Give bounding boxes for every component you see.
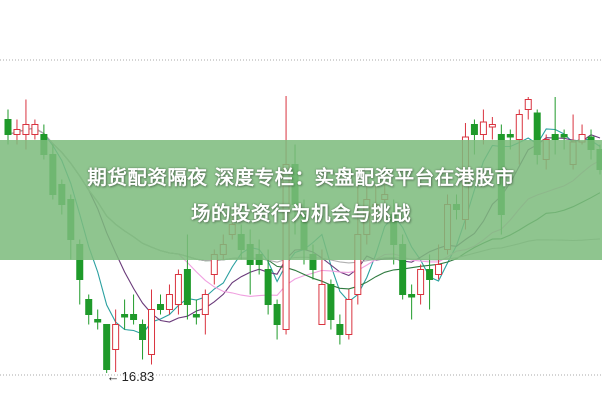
candle-body xyxy=(506,134,514,138)
candle xyxy=(192,299,200,325)
candle-body xyxy=(183,269,191,305)
candle-body xyxy=(264,269,272,305)
candle xyxy=(148,289,156,365)
candle xyxy=(4,109,12,145)
candle-body xyxy=(192,314,200,318)
candle-body xyxy=(174,274,182,305)
candle xyxy=(426,254,434,310)
candle-body xyxy=(139,324,147,340)
candle-body xyxy=(13,129,21,135)
title-banner xyxy=(0,140,602,260)
candle-body xyxy=(130,314,138,320)
candle-body xyxy=(435,264,443,275)
candle xyxy=(264,249,272,315)
candle xyxy=(112,309,120,372)
candle xyxy=(174,269,182,315)
candle xyxy=(121,299,129,330)
candle-body xyxy=(103,324,111,370)
candle xyxy=(524,97,532,120)
candle-body xyxy=(22,124,30,135)
candle-body xyxy=(408,294,416,298)
candle-body xyxy=(479,121,487,135)
candle-body xyxy=(318,284,326,325)
candle xyxy=(85,294,93,325)
candle-body xyxy=(85,299,93,315)
candle xyxy=(130,294,138,325)
candle xyxy=(201,289,209,335)
candle-body xyxy=(426,269,434,280)
candle xyxy=(408,284,416,320)
low-price-marker: ← 16.83 xyxy=(107,369,155,384)
candle-body xyxy=(112,324,120,350)
candle xyxy=(479,109,487,145)
candle xyxy=(417,264,425,305)
candle xyxy=(327,279,335,330)
candle xyxy=(139,319,147,360)
candle-body xyxy=(201,294,209,315)
candle xyxy=(336,314,344,345)
candle-body xyxy=(165,294,173,310)
candle-body xyxy=(273,304,281,325)
candle-body xyxy=(345,299,353,335)
candle-body xyxy=(94,319,102,323)
candle-body xyxy=(417,269,425,295)
candle-body xyxy=(156,304,164,310)
candle-body xyxy=(31,124,39,135)
candle xyxy=(156,294,164,315)
candle-body xyxy=(488,124,496,128)
candle-body xyxy=(148,309,156,355)
article-title[interactable]: 期货配资隔夜 深度专栏：实盘配资平台在港股市 场的投资行为机会与挑战 xyxy=(0,160,602,232)
title-line-2: 场的投资行为机会与挑战 xyxy=(190,202,411,225)
candle-body xyxy=(121,314,129,318)
candle xyxy=(273,299,281,340)
low-price-label: 16.83 xyxy=(122,369,155,384)
candle-body xyxy=(327,284,335,320)
candle-body xyxy=(560,134,568,138)
candle xyxy=(318,249,326,325)
candle-body xyxy=(524,99,532,110)
title-line-1: 期货配资隔夜 深度专栏：实盘配资平台在港股市 xyxy=(87,166,515,189)
candle xyxy=(31,119,39,140)
candle xyxy=(165,284,173,315)
candle xyxy=(488,117,496,140)
candle xyxy=(94,309,102,330)
low-arrow-icon: ← xyxy=(107,369,120,384)
candle-body xyxy=(336,324,344,335)
candle-body xyxy=(4,119,12,135)
candle-body xyxy=(470,124,478,135)
candle-body xyxy=(551,134,559,140)
candle-body xyxy=(515,114,523,140)
candle xyxy=(345,289,353,340)
candle xyxy=(103,324,111,373)
